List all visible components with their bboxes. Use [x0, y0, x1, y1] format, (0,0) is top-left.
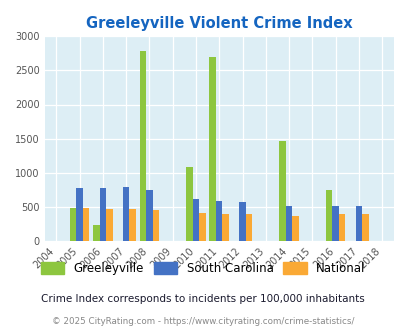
Bar — [215, 201, 222, 241]
Bar — [93, 224, 99, 241]
Bar — [70, 208, 76, 241]
Legend: Greeleyville, South Carolina, National: Greeleyville, South Carolina, National — [37, 258, 368, 279]
Bar — [285, 207, 292, 241]
Bar — [99, 188, 106, 241]
Bar — [186, 167, 192, 241]
Bar — [279, 141, 285, 241]
Bar — [129, 209, 136, 241]
Bar — [355, 207, 361, 241]
Bar — [76, 188, 83, 241]
Bar — [222, 214, 228, 241]
Bar — [199, 213, 205, 241]
Bar — [209, 57, 215, 241]
Bar — [361, 214, 368, 241]
Bar — [152, 210, 159, 241]
Bar — [239, 202, 245, 241]
Title: Greeleyville Violent Crime Index: Greeleyville Violent Crime Index — [86, 16, 352, 31]
Bar — [292, 216, 298, 241]
Bar — [106, 209, 112, 241]
Bar — [192, 199, 199, 241]
Bar — [123, 187, 129, 241]
Bar — [139, 51, 146, 241]
Bar — [338, 214, 345, 241]
Bar — [332, 207, 338, 241]
Bar — [146, 190, 152, 241]
Bar — [245, 214, 252, 241]
Text: © 2025 CityRating.com - https://www.cityrating.com/crime-statistics/: © 2025 CityRating.com - https://www.city… — [51, 317, 354, 326]
Text: Crime Index corresponds to incidents per 100,000 inhabitants: Crime Index corresponds to incidents per… — [41, 294, 364, 304]
Bar — [325, 190, 332, 241]
Bar — [83, 208, 89, 241]
